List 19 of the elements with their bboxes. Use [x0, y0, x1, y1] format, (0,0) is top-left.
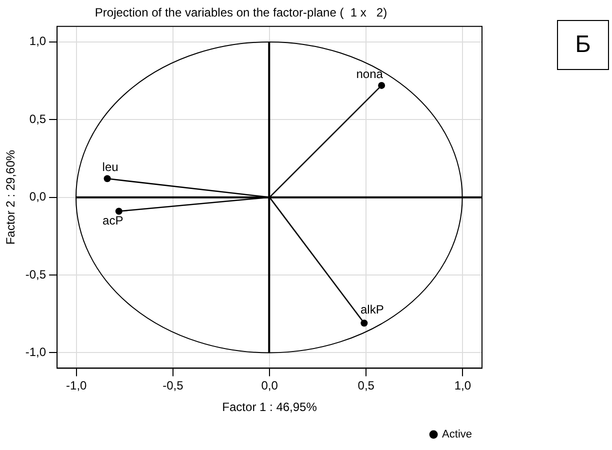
x-tick-label: 0,5 — [358, 378, 375, 393]
y-tick-label: 0,0 — [29, 190, 46, 204]
x-tick-label: 0,0 — [261, 378, 278, 393]
y-axis-title: Factor 2 : 29,60% — [4, 150, 18, 245]
chart-title: Projection of the variables on the factor-plane ( 1 x 2) — [94, 6, 388, 20]
annotation: acP — [102, 214, 124, 228]
annotation: nona — [356, 66, 384, 81]
x-tick-label: -1,0 — [66, 378, 88, 393]
y-tick-label: 1,0 — [29, 34, 46, 48]
x-tick-label: 1,0 — [454, 378, 472, 393]
x-tick-label: -0,5 — [162, 378, 184, 393]
text: Б — [557, 20, 609, 70]
annotation: alkP — [360, 302, 384, 316]
y-tick-label: -0,5 — [25, 267, 46, 282]
y-tick-label: 0,5 — [29, 112, 46, 126]
annotation: leu — [102, 160, 118, 174]
legend-label: Active — [442, 428, 472, 441]
y-tick-label: -1,0 — [25, 344, 46, 359]
x-axis-title: Factor 1 : 46,95% — [222, 400, 318, 414]
